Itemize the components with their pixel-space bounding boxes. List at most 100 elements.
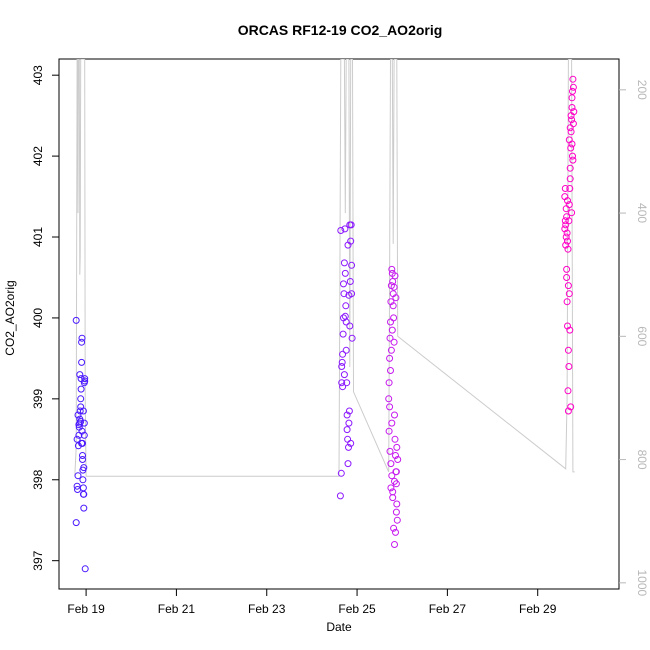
y-tick-label: 397 <box>31 550 45 570</box>
data-point <box>565 290 573 298</box>
data-point <box>79 476 87 484</box>
data-point <box>340 290 348 298</box>
data-point <box>389 302 397 310</box>
data-point <box>342 302 350 310</box>
x-axis-label: Date <box>326 620 352 634</box>
data-point <box>566 326 574 334</box>
data-point <box>561 225 569 233</box>
x-tick-label: Feb 25 <box>338 602 376 616</box>
data-point <box>76 407 84 415</box>
data-point <box>568 94 576 102</box>
data-point <box>74 472 82 480</box>
x-tick-label: Feb 19 <box>67 602 105 616</box>
x-tick-label: Feb 21 <box>158 602 196 616</box>
data-point <box>338 379 346 387</box>
data-point <box>338 358 346 366</box>
data-point <box>567 128 575 136</box>
series-rf13-rf14 <box>336 221 356 500</box>
data-point <box>564 346 572 354</box>
data-point <box>569 156 577 164</box>
data-point <box>568 116 576 124</box>
data-point <box>345 407 353 415</box>
data-point <box>387 460 395 468</box>
y-tick-label: 400 <box>31 308 45 328</box>
data-point <box>387 367 394 374</box>
data-point <box>74 411 82 419</box>
data-point <box>385 379 393 387</box>
data-point <box>80 464 88 472</box>
pressure-line <box>74 59 575 477</box>
data-point <box>561 217 569 225</box>
data-point <box>78 358 86 366</box>
data-point <box>568 104 576 111</box>
chart-title: ORCAS RF12-19 CO2_AO2orig <box>238 22 443 38</box>
data-point <box>388 326 396 334</box>
data-point <box>344 435 352 443</box>
data-point <box>346 278 354 285</box>
data-point <box>341 269 349 277</box>
data-point <box>391 411 398 419</box>
data-point <box>388 265 396 273</box>
data-point <box>76 371 84 379</box>
data-point <box>387 318 394 326</box>
data-point <box>388 472 396 480</box>
data-point <box>80 419 88 427</box>
data-point <box>81 565 89 573</box>
data-point <box>344 241 352 249</box>
data-point <box>337 227 345 234</box>
data-point <box>339 350 347 358</box>
data-point <box>77 395 85 403</box>
data-point <box>391 541 398 548</box>
data-point <box>392 528 399 536</box>
data-point <box>78 427 86 435</box>
data-point <box>338 363 346 370</box>
data-point <box>340 280 347 288</box>
data-point <box>341 225 349 233</box>
data-point <box>392 452 399 459</box>
data-point <box>78 338 86 346</box>
data-point <box>337 469 345 477</box>
data-point <box>566 124 574 132</box>
data-point <box>72 316 80 324</box>
y-axis-label: CO2_AO2orig <box>3 280 17 355</box>
right-tick-label: 200 <box>635 80 649 100</box>
data-point <box>392 468 400 476</box>
series-rf17-rf19 <box>561 75 578 415</box>
data-point <box>390 314 398 322</box>
data-point <box>567 112 575 120</box>
right-tick-label: 600 <box>635 326 649 346</box>
right-tick-label: 400 <box>635 203 649 223</box>
data-point <box>386 354 394 362</box>
data-point <box>387 346 395 354</box>
data-point <box>565 363 573 370</box>
y-tick-label: 399 <box>31 389 45 409</box>
data-point <box>388 419 396 427</box>
x-tick-label: Feb 23 <box>248 602 286 616</box>
data-point <box>343 426 351 434</box>
data-point <box>568 209 576 217</box>
data-point <box>569 152 576 160</box>
data-point <box>563 298 571 306</box>
data-point <box>73 435 81 443</box>
data-point <box>563 213 571 221</box>
data-point <box>564 322 571 330</box>
data-point <box>80 504 88 512</box>
y-tick-label: 402 <box>31 146 45 166</box>
points-layer <box>72 75 578 573</box>
data-point <box>391 435 399 443</box>
data-point <box>564 245 572 253</box>
data-point <box>341 312 349 320</box>
data-point <box>386 334 394 342</box>
data-point <box>348 261 356 269</box>
data-point <box>394 456 402 463</box>
data-point <box>345 419 353 427</box>
data-point <box>336 492 344 500</box>
data-point <box>564 407 572 415</box>
data-point <box>339 330 347 338</box>
data-point <box>390 338 398 346</box>
data-point <box>565 136 573 144</box>
data-point <box>346 322 354 330</box>
data-point <box>564 387 572 395</box>
data-point <box>566 164 574 172</box>
